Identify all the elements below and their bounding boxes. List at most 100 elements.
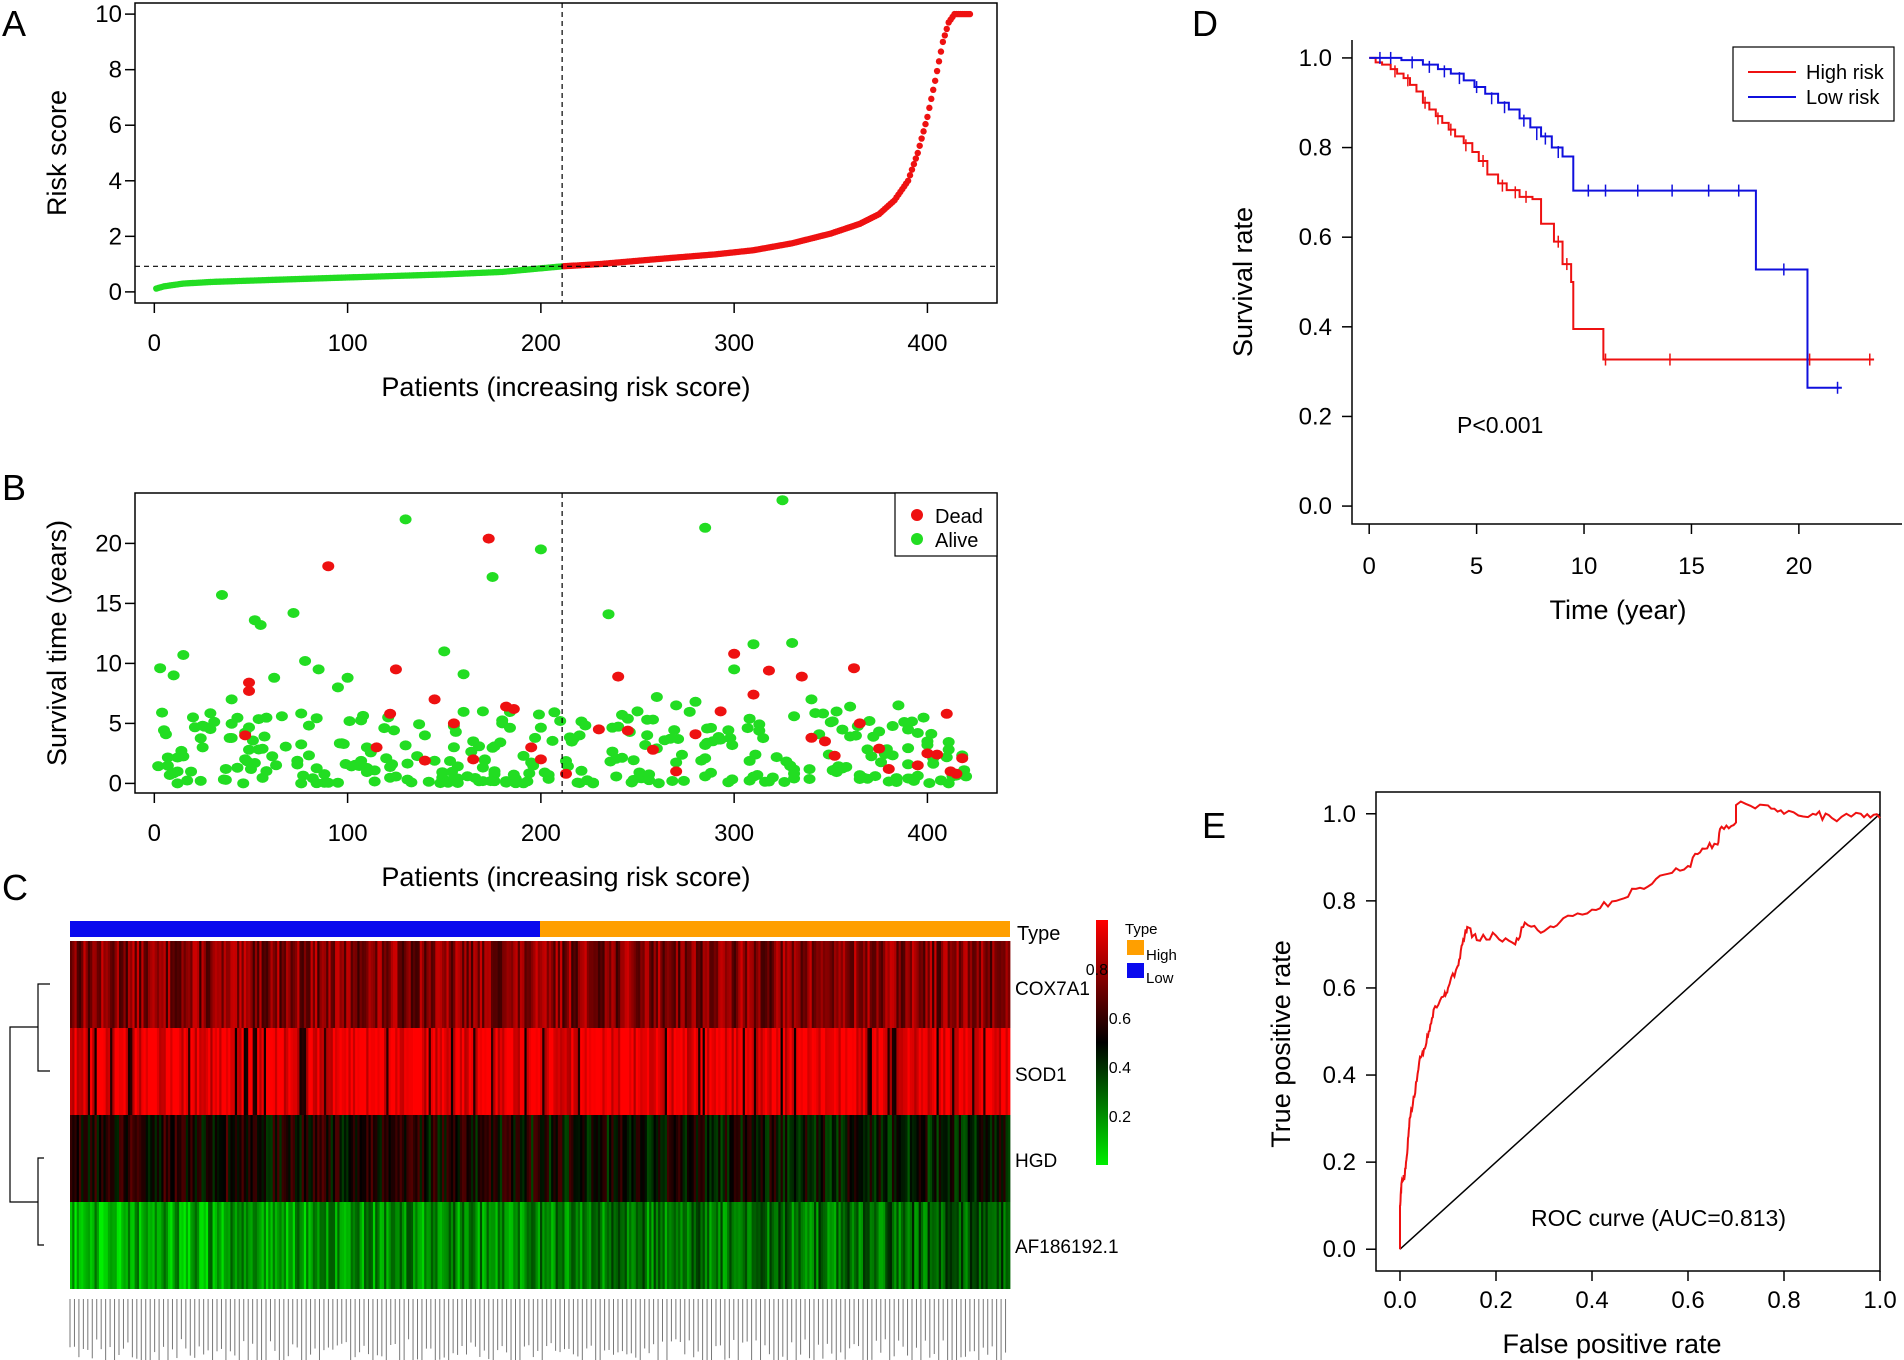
- panel-b-alive-point: [722, 725, 735, 736]
- heatmap-cell: [842, 1202, 846, 1289]
- panel-a-risk-point: [933, 67, 941, 75]
- heatmap-cell: [205, 1202, 209, 1289]
- heatmap-cell: [589, 1202, 592, 1289]
- heatmap-cell: [254, 1115, 258, 1202]
- panel-b-alive-point: [873, 726, 886, 737]
- heatmap-cell: [593, 1115, 597, 1202]
- heatmap-cell: [927, 1028, 931, 1115]
- panel-b-alive-point: [161, 760, 174, 771]
- heatmap-cell: [493, 1202, 496, 1289]
- heatmap-cell: [266, 941, 269, 1028]
- heatmap-cell: [557, 1115, 561, 1202]
- heatmap-cell: [996, 1202, 1000, 1289]
- panel-b-alive-point: [907, 775, 920, 786]
- heatmap-cell: [185, 1028, 189, 1115]
- heatmap-cell: [297, 1028, 300, 1115]
- heatmap-cell: [185, 1202, 189, 1289]
- heatmap-cell: [98, 941, 102, 1028]
- panel-b-alive-point: [911, 728, 924, 738]
- heatmap-cell: [250, 1115, 254, 1202]
- heatmap-cell: [891, 941, 895, 1028]
- heatmap-cell: [194, 1115, 198, 1202]
- heatmap-cell: [649, 1202, 652, 1289]
- heatmap-cell: [802, 1115, 806, 1202]
- heatmap-cell: [635, 1202, 639, 1289]
- panel-b-dead-point: [911, 760, 924, 771]
- heatmap-cell: [176, 1202, 180, 1289]
- heatmap-cell: [419, 1028, 423, 1115]
- heatmap-cell: [112, 941, 115, 1028]
- panel-c-heatmap: Type COX7A1 SOD1 HGD AF186192.1 0.8 0.6 …: [9, 920, 1177, 1360]
- heatmap-cell: [932, 1202, 935, 1289]
- heatmap-cell: [836, 941, 839, 1028]
- heatmap-cell: [76, 941, 80, 1028]
- heatmap-cell: [909, 1202, 913, 1289]
- heatmap-cell: [551, 941, 554, 1028]
- heatmap-cell: [417, 941, 421, 1028]
- panel-b-alive-point: [532, 709, 545, 720]
- heatmap-cell: [408, 1115, 412, 1202]
- heatmap-cell: [78, 941, 82, 1028]
- heatmap-cell: [548, 1115, 552, 1202]
- heatmap-cell: [724, 1202, 728, 1289]
- heatmap-cell: [700, 1028, 704, 1115]
- heatmap-cell: [840, 1028, 844, 1115]
- heatmap-cell: [925, 941, 928, 1028]
- heatmap-cell: [248, 941, 251, 1028]
- heatmap-cell: [497, 1028, 501, 1115]
- heatmap-cell: [410, 1115, 414, 1202]
- heatmap-cell: [820, 1202, 824, 1289]
- heatmap-cell: [591, 1202, 594, 1289]
- heatmap-cell: [744, 1028, 748, 1115]
- heatmap-cell: [800, 1028, 804, 1115]
- heatmap-cell: [664, 1115, 668, 1202]
- heatmap-cell: [217, 941, 220, 1028]
- panel-b-alive-point: [239, 754, 252, 765]
- panel-b-alive-point: [295, 739, 308, 750]
- panel-b-dead-point: [507, 704, 520, 714]
- heatmap-cell: [437, 1115, 441, 1202]
- heatmap-cell: [914, 1202, 917, 1289]
- heatmap-cell: [194, 1028, 198, 1115]
- heatmap-sample-name-strip: [69, 1299, 1007, 1360]
- heatmap-cell: [555, 1115, 559, 1202]
- heatmap-cell: [484, 1115, 487, 1202]
- panel-b-alive-point: [449, 726, 462, 737]
- heatmap-cell: [219, 1202, 222, 1289]
- heatmap-cell: [368, 1202, 372, 1289]
- heatmap-cell: [889, 941, 893, 1028]
- heatmap-row-dendrogram: [9, 983, 50, 1246]
- heatmap-cell: [851, 1202, 855, 1289]
- heatmap-cell: [822, 941, 826, 1028]
- heatmap-cell: [849, 1202, 853, 1289]
- heatmap-cell: [515, 1115, 519, 1202]
- panel-b-alive-point: [161, 752, 174, 763]
- heatmap-cell: [528, 1028, 532, 1115]
- heatmap-cell: [566, 941, 570, 1028]
- heatmap-cell: [196, 941, 200, 1028]
- heatmap-cell: [392, 1202, 396, 1289]
- heatmap-cell: [825, 1202, 828, 1289]
- panel-b-alive-point: [836, 724, 849, 735]
- heatmap-cell: [390, 1028, 394, 1115]
- heatmap-cell: [444, 1202, 447, 1289]
- heatmap-cell: [978, 1115, 982, 1202]
- panel-b-alive-point: [573, 730, 586, 741]
- heatmap-cell: [920, 1028, 924, 1115]
- heatmap-cell: [998, 941, 1002, 1028]
- heatmap-cell: [533, 1028, 536, 1115]
- heatmap-cell: [976, 1028, 980, 1115]
- panel-a-risk-point: [939, 38, 947, 46]
- heatmap-cell: [974, 1028, 977, 1115]
- heatmap-cell: [152, 1028, 156, 1115]
- heatmap-cell: [90, 1202, 93, 1289]
- heatmap-cell: [210, 1028, 213, 1115]
- heatmap-cell: [74, 1202, 78, 1289]
- heatmap-cell: [312, 941, 316, 1028]
- heatmap-cell: [687, 1115, 690, 1202]
- heatmap-cell: [352, 941, 356, 1028]
- heatmap-cell: [722, 1202, 726, 1289]
- heatmap-cell: [103, 1202, 107, 1289]
- panel-e-xtick-label: 0.4: [1575, 1287, 1608, 1314]
- heatmap-cell: [139, 1115, 142, 1202]
